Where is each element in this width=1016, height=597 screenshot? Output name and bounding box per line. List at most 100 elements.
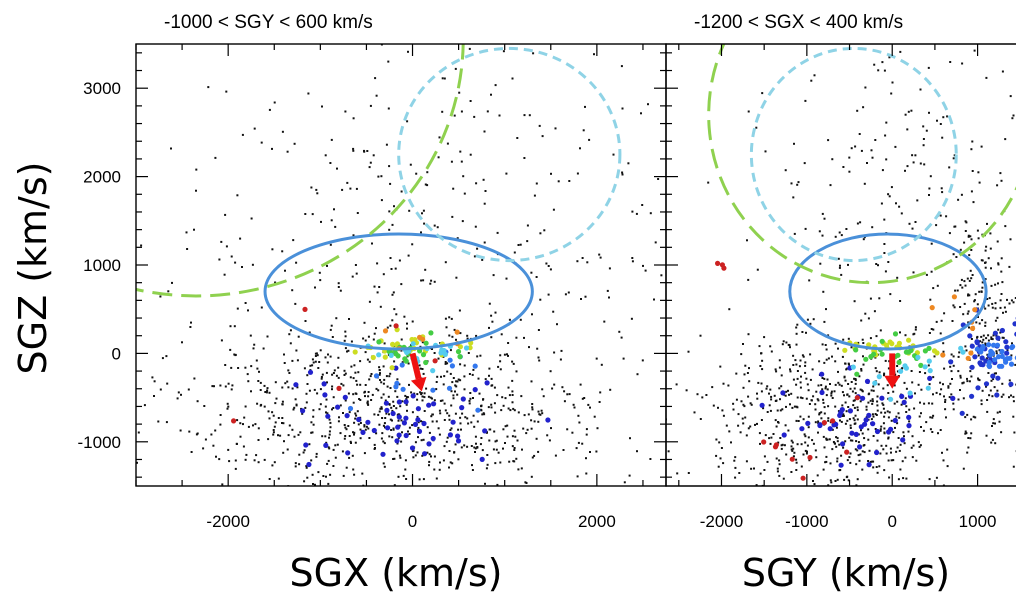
data-point-right (792, 378, 795, 381)
data-point-left (302, 451, 305, 454)
data-point-right (735, 398, 738, 401)
data-point-right (990, 338, 993, 340)
data-point-left (539, 40, 541, 42)
data-point-right (1008, 361, 1015, 367)
data-point-left (474, 447, 477, 450)
data-point-right (747, 333, 750, 336)
data-point-left (441, 110, 444, 113)
data-point-right (927, 375, 933, 381)
data-point-left (380, 451, 386, 457)
scatter-points-left (94, 40, 663, 507)
data-point-right (742, 403, 745, 406)
data-point-left (421, 395, 424, 398)
data-point-right (848, 363, 850, 366)
data-point-left (388, 165, 391, 168)
data-point-right (784, 424, 787, 427)
y-tick-label: 3000 (83, 79, 121, 98)
data-point-right (952, 408, 955, 411)
data-point-right (877, 383, 880, 386)
data-point-right (940, 319, 943, 322)
data-point-right (883, 69, 886, 72)
data-point-left (349, 440, 352, 443)
data-point-right (768, 437, 771, 440)
data-point-left (370, 373, 373, 375)
data-point-left (408, 426, 411, 429)
data-point-right (847, 491, 849, 493)
data-point-right (862, 342, 865, 344)
data-point-right (844, 422, 847, 425)
x-tick-label-left: 0 (408, 512, 417, 531)
data-point-left (376, 291, 379, 294)
data-point-right (890, 419, 893, 422)
data-point-left (494, 440, 497, 443)
data-point-left (428, 464, 430, 467)
data-point-right (795, 363, 798, 366)
data-point-right (791, 449, 794, 452)
data-point-left (344, 335, 347, 338)
data-point-left (380, 175, 383, 178)
data-point-left (416, 415, 419, 418)
data-point-left (94, 358, 96, 360)
data-point-left (430, 455, 432, 458)
data-point-right (997, 262, 1000, 265)
data-point-right (928, 478, 931, 481)
data-point-left (391, 319, 394, 322)
data-point-left (213, 385, 215, 388)
data-point-right (808, 279, 811, 282)
data-point-left (253, 343, 256, 346)
data-point-left (492, 505, 494, 507)
data-point-left (368, 166, 371, 169)
data-point-left (287, 386, 290, 389)
scatter-points-right (666, 40, 1016, 511)
data-point-left (429, 282, 432, 285)
data-point-right (985, 245, 988, 248)
data-point-left (286, 380, 289, 383)
data-point-left (242, 423, 244, 426)
data-point-left (368, 300, 371, 303)
y-tick-label: 1000 (83, 256, 121, 275)
data-point-right (985, 385, 987, 388)
data-point-right (860, 319, 863, 322)
data-point-left (581, 442, 584, 445)
data-point-right (876, 509, 878, 511)
arrow-shaft-left (409, 352, 422, 380)
data-point-left (383, 465, 386, 468)
data-point-left (468, 47, 471, 50)
data-point-right (773, 394, 776, 397)
data-point-left (589, 451, 591, 453)
data-point-right (810, 79, 813, 82)
data-point-left (303, 480, 306, 483)
data-point-left (363, 452, 366, 455)
data-point-right (871, 402, 874, 405)
data-point-left (348, 318, 350, 320)
data-point-right (763, 469, 766, 471)
data-point-right (991, 302, 994, 305)
data-point-left (227, 405, 230, 408)
data-point-right (862, 355, 864, 358)
data-point-left (382, 440, 385, 443)
data-point-left (255, 454, 258, 457)
data-point-left (260, 403, 263, 406)
data-point-left (426, 451, 429, 454)
data-point-left (390, 410, 396, 417)
data-point-left (446, 370, 449, 373)
data-point-left (531, 456, 534, 459)
data-point-left (453, 451, 456, 454)
data-point-right (923, 402, 926, 405)
data-point-left (511, 394, 514, 396)
data-point-right (948, 166, 951, 169)
data-point-left (476, 446, 479, 448)
data-point-left (385, 143, 388, 146)
data-point-left (420, 420, 422, 423)
data-point-left (351, 275, 354, 278)
data-point-right (886, 429, 892, 435)
data-point-right (693, 411, 696, 414)
data-point-left (97, 400, 99, 402)
data-point-right (982, 334, 985, 337)
data-point-right (685, 389, 688, 392)
data-point-right (753, 467, 755, 470)
data-point-right (781, 443, 784, 446)
data-point-right (855, 40, 857, 42)
data-point-right (1008, 265, 1011, 268)
data-point-right (1000, 179, 1003, 182)
